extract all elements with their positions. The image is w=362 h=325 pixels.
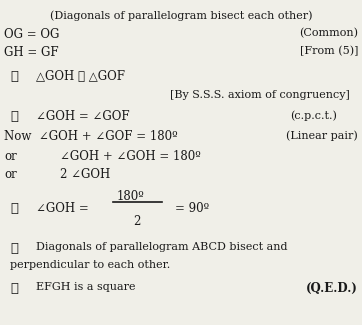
Text: (Common): (Common)	[299, 28, 358, 38]
Text: ∴: ∴	[10, 282, 18, 295]
Text: = 90º: = 90º	[175, 202, 209, 215]
Text: Now  ∠GOH + ∠GOF = 180º: Now ∠GOH + ∠GOF = 180º	[4, 130, 178, 143]
Text: (c.p.c.t.): (c.p.c.t.)	[290, 110, 337, 121]
Text: ∴: ∴	[10, 202, 18, 215]
Text: or: or	[4, 168, 17, 181]
Text: EFGH is a square: EFGH is a square	[36, 282, 135, 292]
Text: (Linear pair): (Linear pair)	[286, 130, 358, 140]
Text: (Diagonals of parallelogram bisect each other): (Diagonals of parallelogram bisect each …	[50, 10, 312, 20]
Text: perpendicular to each other.: perpendicular to each other.	[10, 260, 170, 270]
Text: OG = OG: OG = OG	[4, 28, 59, 41]
Text: [From (5)]: [From (5)]	[299, 46, 358, 56]
Text: [By S.S.S. axiom of congruency]: [By S.S.S. axiom of congruency]	[170, 90, 350, 100]
Text: 180º: 180º	[116, 190, 144, 203]
Text: △GOH ≅ △GOF: △GOH ≅ △GOF	[36, 70, 125, 83]
Text: ∠GOH = ∠GOF: ∠GOH = ∠GOF	[36, 110, 130, 123]
Text: GH = GF: GH = GF	[4, 46, 59, 59]
Text: 2: 2	[133, 215, 141, 228]
Text: ∠GOH =: ∠GOH =	[36, 202, 89, 215]
Text: ∠GOH + ∠GOH = 180º: ∠GOH + ∠GOH = 180º	[60, 150, 201, 163]
Text: 2 ∠GOH: 2 ∠GOH	[60, 168, 110, 181]
Text: ∴: ∴	[10, 70, 18, 83]
Text: Diagonals of parallelogram ABCD bisect and: Diagonals of parallelogram ABCD bisect a…	[36, 242, 287, 252]
Text: or: or	[4, 150, 17, 163]
Text: ∴: ∴	[10, 242, 18, 255]
Text: ∴: ∴	[10, 110, 18, 123]
Text: (Q.E.D.): (Q.E.D.)	[306, 282, 358, 295]
